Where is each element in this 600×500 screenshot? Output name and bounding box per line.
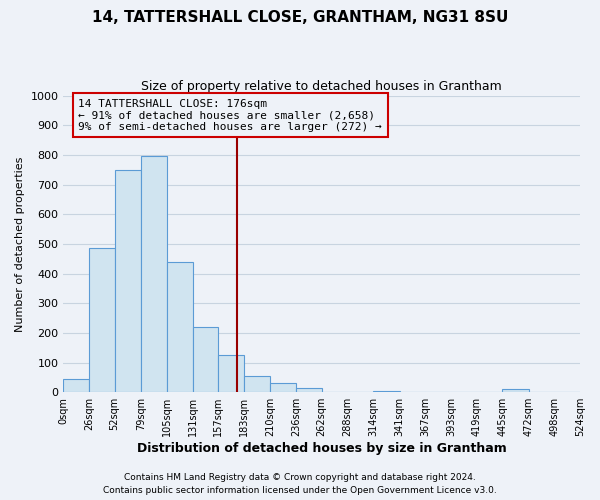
Bar — [502, 389, 529, 392]
Text: Contains HM Land Registry data © Crown copyright and database right 2024.
Contai: Contains HM Land Registry data © Crown c… — [103, 474, 497, 495]
Bar — [244, 376, 271, 392]
Bar — [218, 355, 244, 392]
Text: 14, TATTERSHALL CLOSE, GRANTHAM, NG31 8SU: 14, TATTERSHALL CLOSE, GRANTHAM, NG31 8S… — [92, 10, 508, 25]
Bar — [271, 384, 296, 392]
Title: Size of property relative to detached houses in Grantham: Size of property relative to detached ho… — [142, 80, 502, 93]
Bar — [373, 390, 400, 392]
Y-axis label: Number of detached properties: Number of detached properties — [15, 156, 25, 332]
Bar — [296, 388, 322, 392]
X-axis label: Distribution of detached houses by size in Grantham: Distribution of detached houses by size … — [137, 442, 506, 455]
Bar — [89, 248, 115, 392]
Bar — [115, 170, 141, 392]
Bar — [193, 327, 218, 392]
Bar — [141, 156, 167, 392]
Text: 14 TATTERSHALL CLOSE: 176sqm
← 91% of detached houses are smaller (2,658)
9% of : 14 TATTERSHALL CLOSE: 176sqm ← 91% of de… — [78, 98, 382, 132]
Bar — [64, 379, 89, 392]
Bar — [167, 262, 193, 392]
